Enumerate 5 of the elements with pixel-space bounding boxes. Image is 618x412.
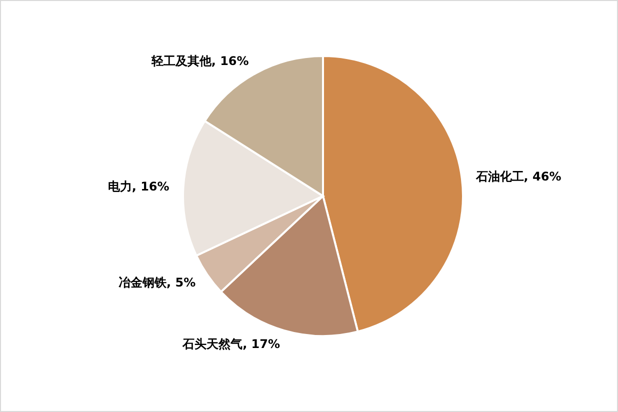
- slice-label: 石头天然气, 17%: [182, 336, 280, 351]
- slice-label: 电力, 16%: [108, 179, 170, 194]
- slice-label: 石油化工, 46%: [474, 170, 562, 184]
- slice-label: 冶金钢铁, 5%: [118, 276, 196, 290]
- slice-label: 轻工及其他, 16%: [150, 54, 249, 68]
